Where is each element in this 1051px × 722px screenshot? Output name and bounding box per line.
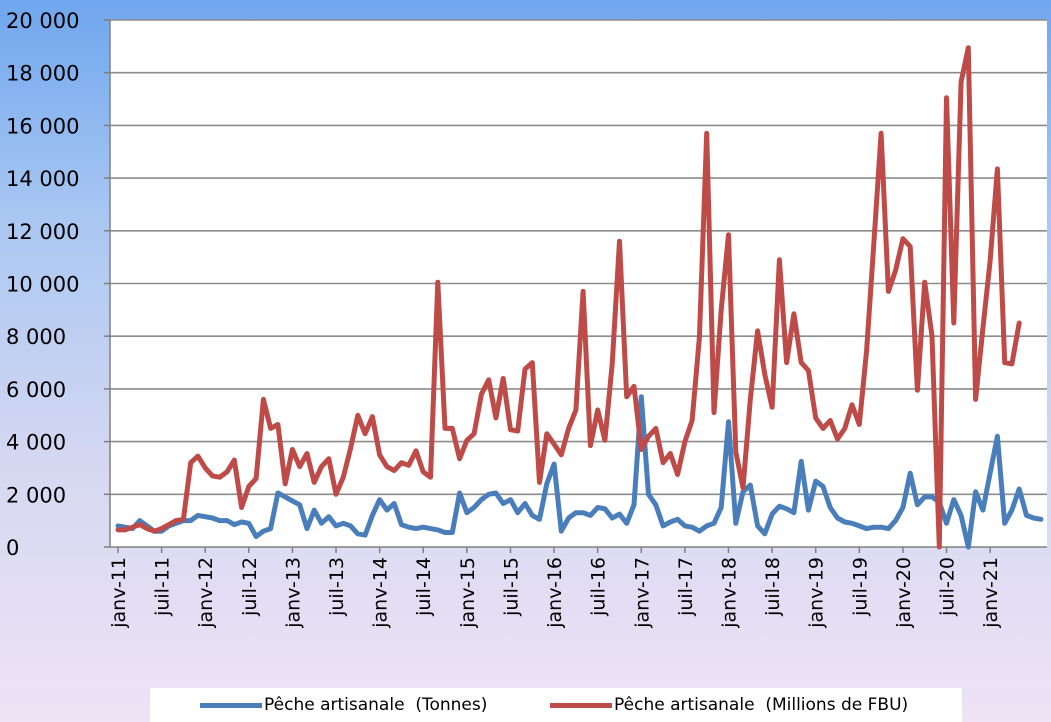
x-tick-label: juil-14 [413, 557, 435, 617]
x-tick-label: juil-20 [937, 557, 959, 617]
x-tick-label: juil-16 [588, 557, 610, 617]
y-tick-label: 6 000 [6, 378, 66, 402]
x-tick-label: juil-15 [500, 557, 522, 617]
x-tick-label: juil-13 [326, 557, 348, 617]
x-tick-label: juil-18 [762, 557, 784, 617]
legend-swatch-fbu [550, 703, 612, 708]
x-tick-label: janv-13 [282, 557, 304, 629]
y-tick-label: 8 000 [6, 325, 66, 349]
x-tick-label: janv-12 [195, 557, 217, 629]
x-tick-label: janv-18 [718, 557, 740, 629]
y-tick-label: 4 000 [6, 431, 66, 455]
y-tick-label: 18 000 [6, 62, 79, 86]
x-tick-label: janv-14 [370, 557, 392, 629]
y-tick-label: 10 000 [6, 273, 79, 297]
y-axis: 0 2 000 4 000 6 000 8 000 10 000 12 000 14 000 1… [6, 9, 110, 560]
y-tick-label: 20 000 [6, 9, 79, 33]
x-tick-label: janv-17 [631, 557, 653, 629]
legend-item-tonnes: Pêche artisanale (Tonnes) [200, 688, 487, 722]
x-tick-label: juil-19 [849, 557, 871, 617]
x-tick-label: janv-21 [980, 557, 1002, 629]
x-tick-label: juil-17 [675, 557, 697, 617]
x-tick-label: janv-16 [544, 557, 566, 629]
y-tick-label: 14 000 [6, 167, 79, 191]
y-tick-label: 2 000 [6, 483, 66, 507]
legend-label-fbu: Pêche artisanale (Millions de FBU) [614, 695, 908, 715]
y-tick-label: 12 000 [6, 220, 79, 244]
legend-item-fbu: Pêche artisanale (Millions de FBU) [550, 688, 908, 722]
x-axis: janv-11 juil-11 janv-12 juil-12 janv-13 juil-… [108, 547, 1047, 629]
legend-label-tonnes: Pêche artisanale (Tonnes) [264, 695, 487, 715]
x-tick-label: juil-11 [152, 557, 174, 617]
x-tick-label: janv-11 [108, 557, 130, 629]
x-tick-label: janv-20 [893, 557, 915, 629]
x-tick-label: janv-19 [806, 557, 828, 629]
x-tick-label: juil-12 [239, 557, 261, 617]
y-tick-label: 16 000 [6, 114, 79, 138]
x-tick-label: janv-15 [457, 557, 479, 629]
y-tick-label: 0 [6, 536, 19, 560]
legend-swatch-tonnes [200, 703, 262, 708]
legend: Pêche artisanale (Tonnes) Pêche artisana… [150, 688, 962, 722]
